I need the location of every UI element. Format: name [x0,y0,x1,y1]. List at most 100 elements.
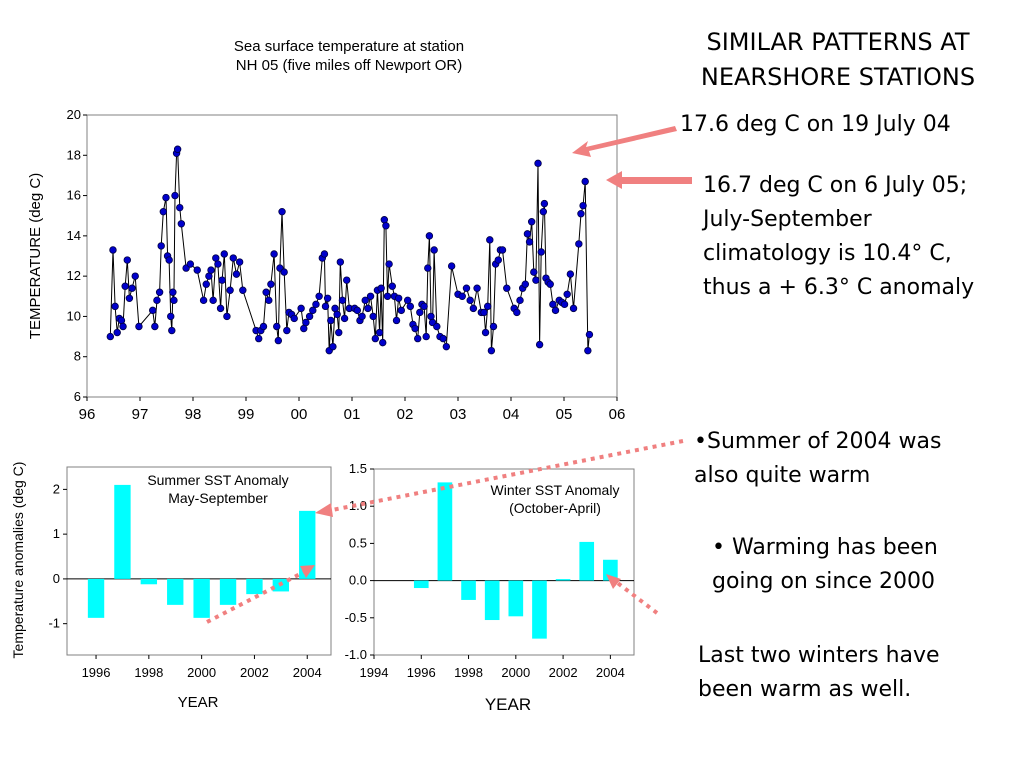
line-chart-data-point [425,232,434,240]
line-chart-x-tick-label: 06 [609,406,626,423]
line-chart-data-point [439,334,447,343]
annotation-arrows [206,126,692,624]
line-chart-x-tick-label: 97 [132,406,149,423]
line-chart-data-point [411,324,419,333]
line-chart-data-point [297,304,305,313]
line-chart-data-point [382,222,390,230]
line-chart-data-point [205,272,213,280]
note-july-2005-line4: thus a + 6.3° C anomaly [703,275,974,300]
line-chart-data-point [375,328,384,337]
winter-x-tick-label: 1996 [407,665,436,680]
line-chart-data-point [125,294,134,302]
line-chart-data-point [309,306,317,315]
winter-y-tick-label: 1.0 [349,498,367,513]
line-chart-data-point [323,294,332,302]
dotted-arrow-summer-2004-head-icon [315,503,333,517]
line-chart-data-point [113,328,121,337]
bullet-warming-line2: going on since 2000 [712,569,935,594]
line-chart-data-point [170,296,178,305]
bullet-warming-line1: • Warming has been [712,535,938,560]
summer-x-tick-label: 1998 [134,665,163,680]
line-chart-data-point [371,334,380,343]
line-chart-data-point [123,256,131,264]
line-chart-data-point [466,296,474,305]
summer-y-tick-label: 1 [53,526,60,541]
line-chart-data-point [535,340,544,349]
line-chart-data-point [199,296,208,305]
line-chart-data-point [135,322,143,331]
line-chart-data-point [403,296,412,305]
line-chart-y-tick-label: 16 [67,188,81,203]
summer-anomaly-bar [193,578,210,618]
dotted-arrow-warming [206,570,305,624]
line-chart-data-point [397,306,405,315]
line-chart-data-point [131,272,139,280]
line-chart-title-line2: NH 05 (five miles off Newport OR) [236,57,462,74]
line-chart-data-point [290,314,298,323]
line-chart-y-tick-label: 6 [74,389,81,404]
line-chart-data-point [109,246,117,254]
slide-heading-line1: SIMILAR PATTERNS AT [706,28,969,56]
line-chart-data-point [273,322,281,331]
summer-x-tick-label: 1996 [82,665,111,680]
line-chart-y-tick-label: 12 [67,268,81,283]
line-chart-data-point [111,302,119,311]
line-chart-data-point [537,248,545,256]
line-chart-x-tick-label: 05 [556,406,573,423]
note-july-2005-line2: July-September [701,207,873,232]
line-chart-data-point [503,284,511,292]
summer-chart-title-line2: May-September [168,490,268,506]
summer-anomaly-bar [246,578,263,595]
line-chart-data-point [458,292,466,300]
line-chart-data-point [447,262,456,270]
line-chart-data-point [380,216,389,224]
line-chart-data-point [169,288,177,296]
line-chart-data-point [469,304,478,313]
line-chart-data-point [232,270,241,278]
line-chart-x-tick-label: 00 [291,406,308,423]
line-chart-data-point [416,308,424,317]
line-chart-data-point [392,316,401,325]
line-chart-data-point [255,334,263,343]
line-chart-data-point [523,230,532,238]
dotted-arrow-warming-head-icon [300,565,315,578]
line-chart-data-point [481,328,490,337]
arrow-2004-peak-icon [572,126,677,157]
line-chart-data-point [549,300,557,309]
note-july-2004: 17.6 deg C on 19 July 04 [680,112,951,137]
winter-x-tick-label: 1998 [454,665,483,680]
winter-anomaly-bar-chart: -1.0 -0.5 0.0 0.5 1.0 1.5 1994 1996 1998 2000 200… [345,461,635,714]
line-chart-data-point [516,296,524,305]
line-chart-data-point [343,276,351,284]
line-chart-data-point [128,284,136,292]
summer-y-tick-label: -1 [48,616,60,631]
summer-anomaly-bar [219,578,237,605]
line-chart-data-point [430,246,438,254]
line-chart-data-point [546,280,554,288]
line-chart-data-point [534,159,542,168]
line-chart-data-point [483,302,492,311]
line-chart-data-point [424,264,432,272]
line-chart-data-point [335,328,343,337]
winter-anomaly-bar [437,482,453,581]
slide-heading-line2: NEARSHORE STATIONS [701,63,975,91]
line-chart-data-point [315,292,323,300]
line-chart-data-point [366,292,375,300]
line-chart-data-point [173,145,182,153]
summer-anomaly-bar [299,510,316,579]
line-chart-data-point [226,286,234,294]
line-chart-data-point [333,310,341,319]
line-chart-data-point [159,207,168,216]
line-chart-data-point [165,256,173,264]
line-chart-data-point [274,336,283,345]
line-chart-data-point [267,280,275,288]
line-chart-data-point [406,302,414,311]
line-chart-data-point [487,346,496,355]
line-chart-y-tick-label: 14 [67,228,81,243]
line-chart-data-point [177,220,186,228]
summer-anomaly-bar-chart: -1 0 1 2 1996 1998 2000 2002 2004 Summer SST An… [10,462,332,711]
line-chart-data-point [377,284,385,292]
line-chart-data-point [394,294,403,302]
line-chart-data-point [353,306,361,315]
line-chart-data-point [473,284,481,292]
